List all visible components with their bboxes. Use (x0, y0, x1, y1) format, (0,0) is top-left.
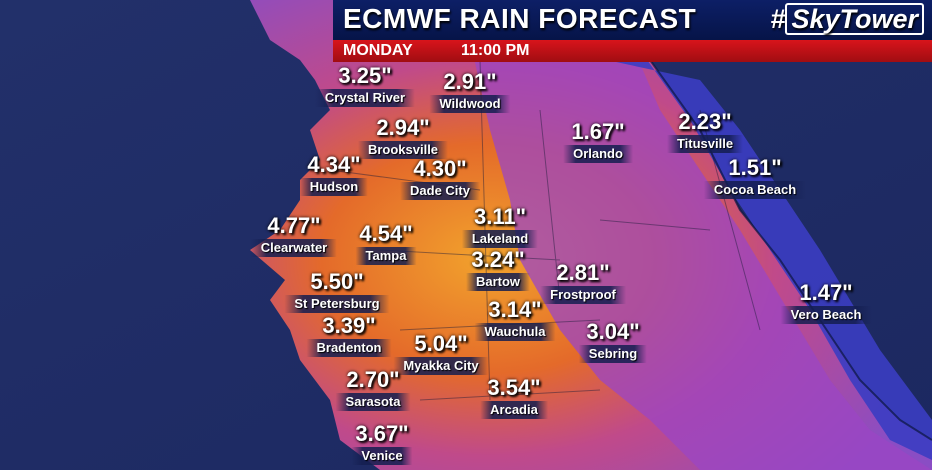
station-arcadia: 3.54" Arcadia (480, 376, 548, 419)
city-name: Tampa (355, 247, 417, 265)
forecast-title: ECMWF RAIN FORECAST (343, 3, 697, 34)
station-bartow: 3.24" Bartow (465, 247, 531, 291)
city-name: Frostproof (540, 286, 626, 304)
city-name: Hudson (299, 178, 369, 196)
rain-value: 3.11" (473, 204, 527, 229)
station-tampa: 4.54" Tampa (355, 221, 417, 265)
rain-value: 2.81" (556, 260, 610, 285)
rain-value: 5.04" (414, 331, 468, 356)
rain-value: 2.70" (346, 367, 400, 392)
rain-value: 1.51" (728, 155, 782, 180)
rain-value: 4.77" (267, 213, 321, 238)
station-sarasota: 2.70" Sarasota (335, 367, 411, 411)
city-name: Venice (351, 447, 413, 465)
rain-value: 3.54" (487, 375, 541, 400)
rain-value: 3.04" (586, 319, 640, 344)
city-name: Bradenton (306, 339, 392, 357)
rain-value: 2.94" (376, 115, 430, 140)
station-frostproof: 2.81" Frostproof (540, 261, 626, 304)
forecast-day: MONDAY (343, 42, 413, 59)
blue-band (560, 50, 932, 460)
rain-value: 1.67" (571, 119, 625, 144)
skytower-logo: # SkyTower (770, 3, 924, 35)
station-bradenton: 3.39" Bradenton (306, 313, 392, 357)
forecast-time: 11:00 PM (461, 42, 530, 59)
station-lakeland: 3.11" Lakeland (461, 204, 539, 248)
station-sebring: 3.04" Sebring (578, 319, 648, 363)
city-name: Clearwater (250, 239, 338, 257)
title-bar: ECMWF RAIN FORECAST # SkyTower (333, 0, 932, 41)
time-bar: MONDAY 11:00 PM (333, 40, 932, 62)
city-name: Wauchula (474, 323, 556, 341)
rain-value: 3.25" (338, 63, 392, 88)
city-name: St Petersburg (284, 295, 390, 313)
city-name: Myakka City (393, 357, 489, 375)
rain-value: 3.67" (355, 421, 409, 446)
station-cocoa-beach: 1.51" Cocoa Beach (703, 155, 807, 199)
coast-east (629, 0, 932, 441)
city-name: Arcadia (480, 401, 548, 419)
city-name: Crystal River (314, 89, 416, 107)
station-wildwood: 2.91" Wildwood (429, 69, 511, 113)
station-clearwater: 4.77" Clearwater (250, 213, 338, 257)
rain-value: 4.54" (359, 221, 413, 246)
station-myakka-city: 5.04" Myakka City (393, 331, 489, 375)
logo-hash: # (770, 4, 786, 34)
city-name: Vero Beach (780, 306, 872, 324)
logo-text: SkyTower (785, 3, 924, 35)
station-crystal-river: 3.25" Crystal River (314, 63, 416, 107)
station-titusville: 2.23" Titusville (666, 109, 744, 153)
city-name: Orlando (563, 145, 633, 163)
rain-value: 3.39" (322, 313, 376, 338)
station-wauchula: 3.14" Wauchula (474, 297, 556, 341)
rain-value: 2.91" (443, 69, 497, 94)
city-name: Lakeland (461, 230, 539, 248)
station-hudson: 4.34" Hudson (299, 152, 369, 196)
city-name: Titusville (666, 135, 744, 153)
header-banner: ECMWF RAIN FORECAST # SkyTower MONDAY 11:… (333, 0, 932, 62)
city-name: Brooksville (357, 141, 449, 159)
rain-value: 4.34" (307, 152, 361, 177)
station-vero-beach: 1.47" Vero Beach (780, 280, 872, 324)
station-venice: 3.67" Venice (351, 421, 413, 465)
rain-value: 3.14" (488, 297, 542, 322)
station-dade-city: 4.30" Dade City (400, 157, 480, 200)
rain-value: 5.50" (310, 269, 364, 294)
station-st-petersburg: 5.50" St Petersburg (284, 269, 390, 313)
station-orlando: 1.67" Orlando (563, 120, 633, 163)
city-name: Sebring (578, 345, 648, 363)
rain-value: 2.23" (678, 109, 732, 134)
city-name: Dade City (400, 182, 480, 200)
city-name: Bartow (465, 273, 531, 291)
station-brooksville: 2.94" Brooksville (357, 115, 449, 159)
rain-value: 3.24" (471, 247, 525, 272)
city-name: Wildwood (429, 95, 511, 113)
rain-value: 1.47" (799, 280, 853, 305)
city-name: Cocoa Beach (703, 181, 807, 199)
rain-value: 4.30" (413, 156, 467, 181)
city-name: Sarasota (335, 393, 411, 411)
